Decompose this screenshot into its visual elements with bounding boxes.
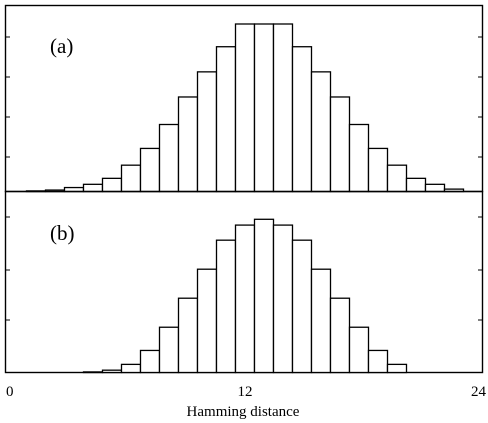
panel-a-bar [215, 46, 237, 193]
x-tick-label: 24 [471, 384, 487, 400]
panel-a-bar [310, 71, 332, 193]
panel-a-bar [234, 23, 256, 193]
panel-a-bar [253, 23, 275, 193]
panel-a-bar [139, 147, 161, 193]
panel-b-bar [177, 297, 199, 374]
panel-a-bar [367, 147, 389, 193]
x-axis-label: Hamming distance [187, 404, 300, 420]
panel-a-bar [329, 96, 351, 193]
panel-b-bar [196, 268, 218, 374]
panel-a-bar [158, 123, 180, 193]
panel-a-bar [348, 123, 370, 193]
panel-b-bar [120, 363, 142, 374]
panel-b-bar [367, 349, 389, 374]
panel-b-bar [234, 224, 256, 374]
panel-a-bar [120, 164, 142, 193]
panel-a-bar [101, 177, 123, 193]
panel-b-bar [310, 268, 332, 374]
panel-b-bar [101, 369, 123, 374]
panel-b-bar [158, 326, 180, 374]
panel-b-bar [139, 349, 161, 374]
panel-b: (b) [4, 190, 484, 374]
panel-a-bar [196, 71, 218, 193]
panel-b-label: (b) [50, 221, 75, 245]
panel-b-bar [329, 297, 351, 374]
x-tick-label: 12 [238, 384, 253, 400]
panel-a-bar [272, 23, 294, 193]
panel-b-yticks [5, 216, 483, 321]
panel-a-yticks [5, 36, 483, 158]
panel-a-bars [25, 23, 465, 193]
panel-a-label: (a) [50, 34, 73, 58]
panel-a-bar [405, 177, 427, 193]
panel-a-bar [386, 164, 408, 193]
panel-b-bar [272, 224, 294, 374]
panel-b-bars [82, 218, 408, 374]
x-tick-label: 0 [6, 384, 14, 400]
panel-b-bar [215, 239, 237, 374]
panel-a-bar [424, 183, 446, 193]
panel-b-bar [386, 363, 408, 374]
panel-b-bar [291, 239, 313, 374]
x-axis-ticks: 0 12 24 [6, 384, 487, 400]
panel-b-bar [253, 218, 275, 374]
panel-a-bar [291, 46, 313, 193]
panel-a-bar [177, 96, 199, 193]
panel-a: (a) [4, 4, 484, 193]
panel-a-bar [82, 183, 104, 193]
panel-b-bar [82, 371, 104, 374]
panel-b-bar [348, 326, 370, 374]
